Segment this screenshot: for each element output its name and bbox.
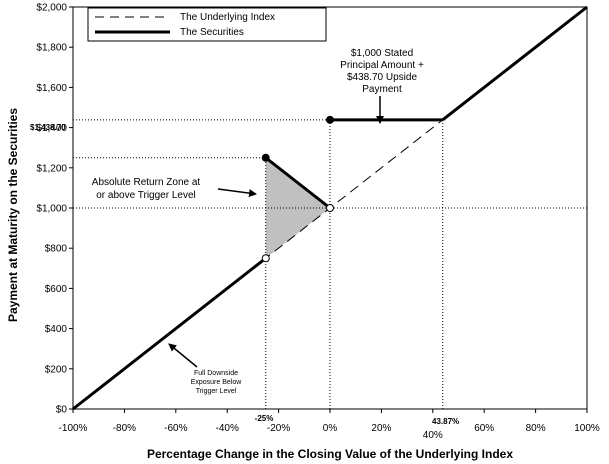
absolute-return-zone [265, 157, 330, 259]
annotation-upside-line-1: $1,000 Stated [351, 48, 413, 59]
marker-point-2 [326, 115, 334, 124]
marker-point-0 [261, 153, 270, 162]
x-tick-label: -20% [267, 423, 290, 434]
series-securities-segment-3 [441, 5, 588, 122]
y-tick-label: $0 [56, 405, 68, 416]
y-axis-title: Payment at Maturity on the Securities [6, 108, 20, 322]
y-tick-label: $1,200 [36, 163, 67, 174]
x-tick-label: -40% [216, 423, 239, 434]
series-securities-segment-0 [72, 257, 267, 411]
legend-box [87, 7, 327, 42]
x-tick-label: 20% [371, 423, 391, 434]
legend-label-underlying-index: The Underlying Index [180, 12, 275, 23]
marker-point-3 [326, 204, 334, 212]
x-label-minus-25: -25% [255, 414, 274, 423]
y-tick-label: $1,400 [36, 123, 67, 134]
x-tick-label: 0% [323, 423, 338, 434]
y-label-1438-70: $1,438.70 [30, 123, 66, 132]
annotation-upside-line-3: $438.70 Upside [347, 72, 417, 83]
legend-label-securities: The Securities [180, 27, 244, 38]
x-tick-label: -80% [113, 423, 136, 434]
annotation-upside-line-2: Principal Amount + [340, 60, 424, 71]
annotation-downside: Full Downside Exposure Below Trigger Lev… [168, 343, 243, 395]
annotation-absolute-return: Absolute Return Zone at or above Trigger… [78, 172, 257, 202]
x-tick-label: -60% [164, 423, 187, 434]
x-tick-label: 60% [474, 423, 494, 434]
x-tick-label: 100% [574, 423, 600, 434]
series-securities-segment-1 [264, 156, 331, 210]
annotation-downside-line-2: Exposure Below [191, 379, 243, 386]
y-tick-label: $1,600 [36, 83, 67, 94]
x-tick-label: 40% [423, 430, 443, 441]
annotation-upside: $1,000 Stated Principal Amount + $438.70… [330, 44, 436, 124]
y-tick-label: $200 [45, 364, 68, 375]
annotation-downside-line-3: Trigger Level [196, 388, 237, 395]
x-axis-title: Percentage Change in the Closing Value o… [147, 447, 513, 461]
y-tick-label: $2,000 [36, 3, 67, 14]
annotation-absolute-line-1: Absolute Return Zone at [92, 177, 201, 188]
legend: The Underlying Index The Securities [87, 7, 327, 42]
annotation-downside-line-1: Full Downside [194, 370, 238, 377]
y-tick-label: $1,000 [36, 204, 67, 215]
y-tick-label: $1,800 [36, 43, 67, 54]
x-tick-label: 80% [526, 423, 546, 434]
marker-point-1 [261, 254, 270, 263]
annotation-upside-line-4: Payment [362, 84, 402, 95]
x-tick-label: -100% [59, 423, 88, 434]
x-label-43-87: 43.87% [432, 417, 459, 426]
y-tick-label: $400 [45, 324, 68, 335]
y-tick-label: $600 [45, 284, 68, 295]
annotation-downside-arrow [168, 343, 198, 368]
annotation-absolute-line-2: or above Trigger Level [96, 190, 196, 201]
annotation-absolute-arrow [217, 188, 257, 198]
y-tick-label: $800 [45, 244, 68, 255]
